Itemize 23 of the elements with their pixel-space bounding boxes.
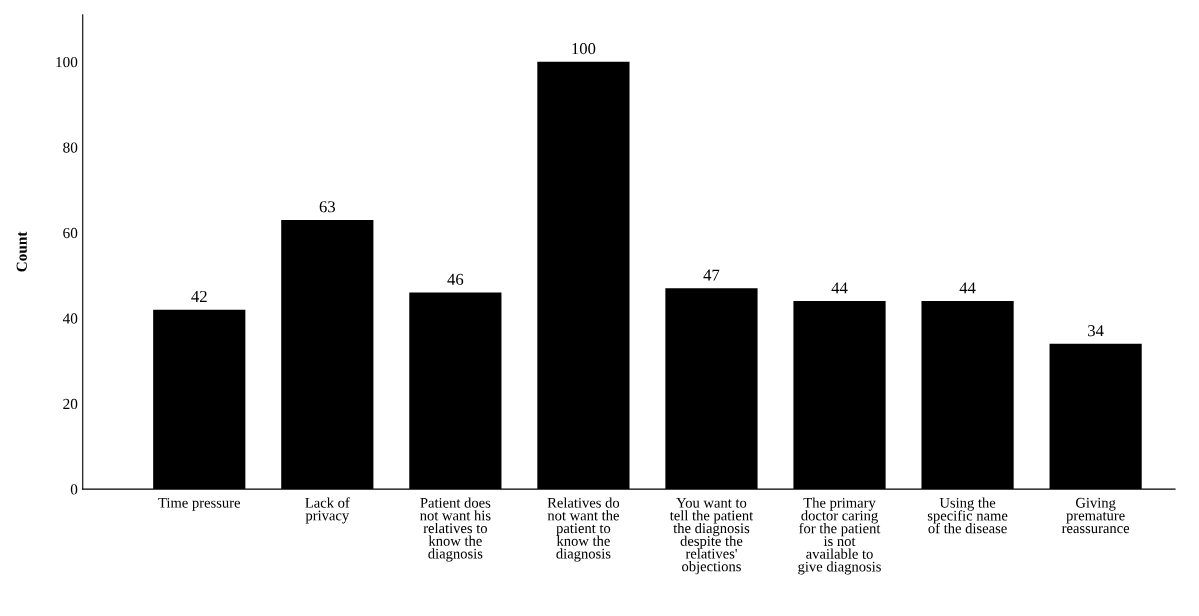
x-tick-label: Time pressure [158, 497, 240, 511]
data-label: 46 [447, 273, 464, 285]
x-tick-label: You want to tell the patient the diagnosis despite the relatives' objections [669, 498, 754, 575]
x-tick-label: Patient does not want his relatives to know the diagnosis [420, 497, 491, 562]
x-tick-label: The primary doctor caring for the patient is not available to give diagnosis [798, 497, 881, 575]
x-tick-label: Lack of privacy [305, 497, 350, 524]
x-tick-label: Giving premature reassurance [1061, 497, 1130, 534]
x-tick-label: Using the specific name of the disease [927, 497, 1008, 534]
data-label: 34 [1088, 325, 1104, 337]
y-tick-label: 40 [62, 313, 78, 324]
data-label: 44 [831, 282, 848, 294]
x-tick-label: Relatives do not want the patient to know the diagnosis [547, 497, 620, 562]
data-label: 47 [703, 269, 720, 281]
y-tick-label: 60 [63, 227, 78, 239]
data-label: 100 [572, 42, 596, 55]
y-tick-label: 0 [70, 484, 78, 495]
y-tick-label: 20 [63, 398, 78, 410]
data-label: 63 [319, 201, 335, 213]
y-tick-label: 80 [63, 142, 78, 153]
y-axis-title: Count [16, 231, 27, 272]
data-label: 44 [959, 282, 976, 294]
data-label: 42 [191, 290, 207, 302]
y-tick-label: 100 [56, 56, 78, 68]
